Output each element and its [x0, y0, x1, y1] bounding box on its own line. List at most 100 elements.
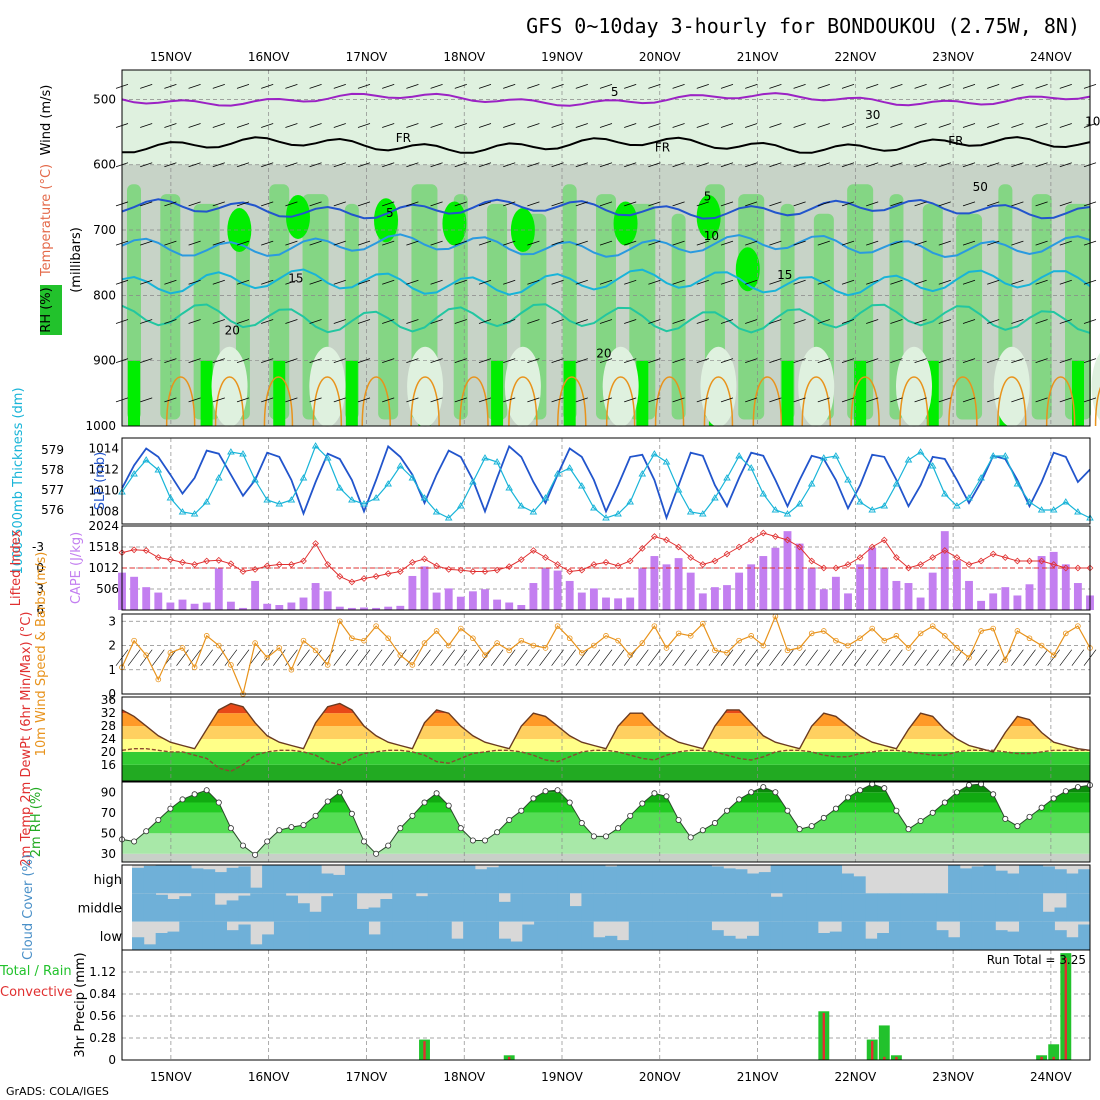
cape-bar	[481, 589, 489, 610]
wind-barb	[648, 201, 661, 207]
wind-barb	[599, 83, 613, 89]
thickness-marker	[469, 478, 477, 485]
li-cape-panel: 506 1012 1518 2024 -3 0 3 6 Lifted Index CAPE (J/…	[9, 519, 1094, 617]
thickness-marker	[989, 452, 997, 459]
millibars-axis-label: (millibars)	[69, 227, 84, 293]
wind-speed-marker	[1002, 657, 1009, 663]
rh-dry-patch	[407, 346, 444, 427]
li-marker	[300, 557, 307, 565]
wind-barb	[987, 83, 1000, 89]
li-marker	[421, 555, 428, 563]
wind-barb	[648, 358, 661, 364]
wind-barb	[285, 358, 298, 364]
wind-barb	[962, 201, 976, 207]
cloud-bar-low	[605, 935, 618, 950]
wind-barb	[841, 162, 855, 168]
li-marker	[1014, 557, 1021, 565]
wind-barb	[454, 162, 467, 168]
wind-barb	[261, 240, 274, 246]
cloud-bar-middle	[924, 893, 937, 922]
thickness-marker	[820, 454, 828, 461]
pressure-tick: 600	[93, 158, 116, 172]
cape-bar	[989, 593, 998, 610]
wind-barb	[503, 83, 516, 89]
cape-bar	[783, 531, 792, 610]
wind-barb	[696, 649, 710, 666]
wind-barb	[164, 123, 177, 128]
wind-barb	[140, 201, 153, 207]
li-marker	[747, 536, 755, 544]
wind-barb	[1035, 358, 1048, 364]
rh-marker	[1038, 804, 1045, 811]
wind-barb	[648, 397, 661, 403]
rh-marker	[203, 787, 210, 794]
wind-barb	[1035, 397, 1048, 403]
rh-marker	[143, 828, 150, 835]
cloud-bar-low	[545, 921, 559, 950]
cloud-bar-high	[474, 869, 488, 894]
li-tick: 3	[36, 582, 44, 596]
wind-barb	[503, 358, 516, 364]
wind-barb	[454, 201, 467, 207]
li-marker	[251, 566, 259, 573]
cloud-bar-middle	[474, 893, 488, 922]
wind-barb	[624, 162, 637, 168]
thickness-marker	[299, 474, 308, 481]
rh-saturated-patch	[286, 194, 310, 239]
wind-barb	[720, 201, 734, 207]
cloud-bar-high	[605, 866, 618, 894]
wind-barb	[1035, 123, 1048, 128]
li-marker	[348, 578, 356, 586]
wind-barb	[987, 201, 1000, 207]
cloud-bar-high	[971, 866, 984, 894]
wind-speed-marker	[627, 652, 633, 659]
cloud-bar-high	[581, 865, 594, 894]
wind-barb	[769, 162, 782, 168]
precip-total-legend: Total / Rain	[0, 964, 72, 979]
wind-barb	[502, 649, 516, 666]
wind-barb	[1011, 358, 1024, 364]
wind-barb	[769, 240, 782, 246]
wind-barb	[914, 83, 927, 89]
li-marker	[384, 570, 392, 577]
li-marker	[493, 566, 501, 574]
cloud-bar-low	[285, 921, 298, 950]
wind-barb	[285, 162, 298, 168]
cloud-bar-low	[250, 944, 263, 950]
wind-barb	[817, 358, 830, 364]
wind-barb	[890, 649, 903, 666]
wind-barb	[188, 358, 201, 364]
wind-barb	[527, 279, 540, 285]
wind-barb	[430, 397, 443, 403]
thickness-marker	[662, 458, 671, 465]
precip-convective-bar	[423, 1041, 426, 1060]
cape-bar	[844, 593, 852, 610]
wind-speed-marker	[808, 630, 815, 637]
wind-barb	[309, 83, 322, 89]
bottom-date-label: 19NOV	[541, 1070, 583, 1084]
rh-saturated-patch	[442, 201, 467, 246]
wind-barb	[382, 358, 395, 364]
cloud-bar-middle	[664, 893, 677, 922]
li-marker	[396, 568, 404, 575]
run-total-label: Run Total = 3.25	[987, 953, 1086, 967]
wind-barb	[333, 397, 346, 403]
cloud-bar-middle	[309, 911, 322, 922]
wind-barb	[914, 649, 927, 666]
wind-barb	[624, 319, 637, 324]
rh-tick: 70	[101, 806, 116, 820]
wind-barb	[793, 397, 806, 403]
cape-bar	[311, 583, 320, 610]
cloud-bar-high	[794, 865, 807, 894]
temp-tick: 28	[101, 719, 116, 733]
wind-barb	[890, 397, 903, 403]
panel-frame	[121, 69, 1091, 427]
li-marker	[578, 566, 586, 574]
wind-speed-marker	[421, 640, 428, 646]
isotherm-FR	[122, 136, 1091, 154]
li-marker	[808, 557, 816, 565]
wind-barb	[696, 83, 709, 89]
wind-barb	[454, 397, 467, 403]
wind-barb	[563, 649, 576, 666]
